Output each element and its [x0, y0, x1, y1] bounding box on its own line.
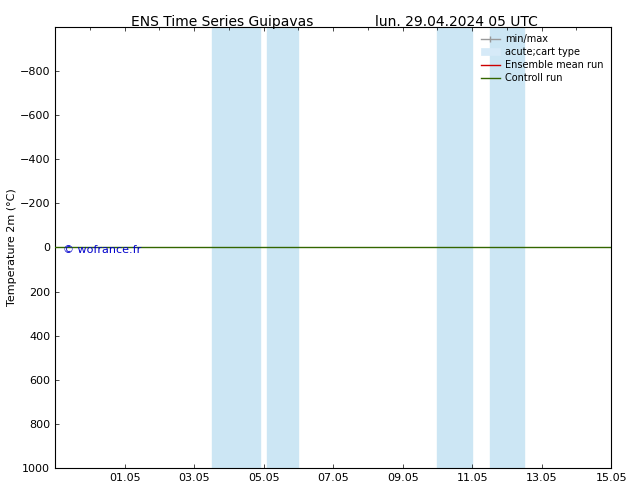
Text: lun. 29.04.2024 05 UTC: lun. 29.04.2024 05 UTC	[375, 15, 538, 29]
Text: © wofrance.fr: © wofrance.fr	[63, 245, 141, 255]
Y-axis label: Temperature 2m (°C): Temperature 2m (°C)	[7, 189, 17, 306]
Bar	[212, 26, 260, 468]
Bar	[437, 26, 472, 468]
Bar	[489, 26, 524, 468]
Legend: min/max, acute;cart type, Ensemble mean run, Controll run: min/max, acute;cart type, Ensemble mean …	[478, 31, 606, 86]
Text: ENS Time Series Guipavas: ENS Time Series Guipavas	[131, 15, 313, 29]
Bar	[267, 26, 299, 468]
